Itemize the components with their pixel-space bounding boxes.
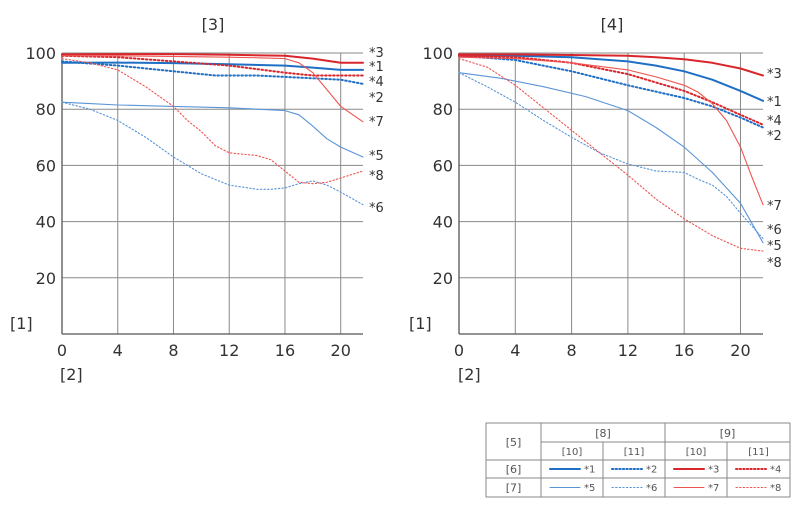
grid: [459, 52, 763, 334]
series-end-label: *3: [369, 46, 384, 61]
series-line-4: [61, 54, 364, 77]
x-tick-label: 4: [113, 341, 123, 360]
series-line-7: [61, 55, 364, 123]
series-line-1: [458, 54, 764, 102]
series-end-label: *5: [369, 149, 384, 164]
y-tick-label: 60: [433, 156, 453, 175]
series-end-label: *7: [767, 199, 782, 214]
y-tick-label: 100: [25, 44, 56, 63]
series-end-label: *1: [767, 95, 782, 110]
legend-entry-label: *6: [646, 483, 657, 494]
y-tick-label: 40: [433, 213, 453, 232]
chart-panel-1: 0 4 8 12 16 20 100 80 60 40 20 [3] [1] [2] *1 *2 *3 *4 *5 *…: [10, 15, 384, 384]
series-line-3: [61, 53, 364, 64]
legend-entry-label: *8: [770, 483, 781, 494]
series-line-5: [61, 101, 364, 158]
y-tick-label: 100: [422, 44, 453, 63]
legend-subhead-label: [11]: [748, 447, 769, 458]
chart-title: [3]: [202, 15, 225, 34]
legend-group-label: [9]: [720, 427, 736, 440]
x-tick-label: 4: [510, 341, 520, 360]
series-line-1: [61, 61, 364, 71]
chart-panel-2: 0 4 8 12 16 2010080604020[4][1][2]*1*2*3*4*5*…: [409, 15, 782, 384]
series-line-4: [458, 54, 764, 126]
x-tick-label: 8: [168, 341, 178, 360]
legend-corner-label: [5]: [506, 436, 522, 449]
series-end-label: *3: [767, 67, 782, 82]
y-tick-label: 80: [433, 100, 453, 119]
y-tick-label: 40: [36, 213, 56, 232]
x-tick-label: 16: [275, 341, 295, 360]
grid: [62, 52, 363, 334]
series-end-label: *7: [369, 115, 384, 130]
series-line-8: [458, 58, 764, 252]
legend-entry-label: *7: [708, 483, 719, 494]
legend-entry-label: *1: [584, 465, 595, 476]
legend-row-label: [7]: [506, 482, 522, 495]
series-end-label: *2: [369, 91, 384, 106]
x-tick-label: 0: [454, 341, 464, 360]
series-line-2: [61, 60, 364, 85]
x-tick-label: 8: [566, 341, 576, 360]
legend-entry-label: *5: [584, 483, 595, 494]
series-end-label: *5: [767, 239, 782, 254]
x-axis-label: [2]: [60, 365, 83, 384]
x-tick-label: 0: [57, 341, 67, 360]
series-line-2: [458, 54, 764, 129]
legend-row-label: [6]: [506, 463, 522, 476]
legend-entry-label: *4: [770, 465, 781, 476]
series-line-5: [458, 72, 764, 244]
series-line-7: [458, 56, 764, 206]
series-end-label: *4: [767, 114, 782, 129]
x-tick-label: 12: [618, 341, 638, 360]
y-axis-label: [1]: [409, 314, 432, 333]
x-tick-label: 20: [730, 341, 750, 360]
series-end-label: *6: [369, 201, 384, 216]
x-axis-label: [2]: [458, 365, 481, 384]
series-end-label: *8: [767, 256, 782, 271]
series-line-8: [61, 58, 364, 185]
y-tick-label: 80: [36, 100, 56, 119]
series-end-label: *1: [369, 60, 384, 75]
series-end-label: *2: [767, 129, 782, 144]
x-tick-label: 20: [331, 341, 351, 360]
y-axis-label: [1]: [10, 314, 33, 333]
y-tick-label: 60: [36, 156, 56, 175]
series-end-label: *6: [767, 223, 782, 238]
legend-entry-label: *3: [708, 465, 719, 476]
legend-table: [5] [8] [9] [10] [11] [10] [11] [6] *1 *2 *3 *4 [7] *…: [485, 422, 791, 498]
legend-group-label: [8]: [595, 427, 611, 440]
series-end-label: *4: [369, 75, 384, 90]
legend-subhead-label: [10]: [686, 447, 707, 458]
legend-entry-label: *2: [646, 465, 657, 476]
legend-subhead-label: [10]: [562, 447, 583, 458]
chart-title: [4]: [601, 15, 624, 34]
series-line-6: [61, 101, 364, 206]
series-end-label: *8: [369, 169, 384, 184]
x-tick-label: 12: [219, 341, 239, 360]
y-tick-label: 20: [433, 269, 453, 288]
series-line-6: [458, 72, 764, 240]
legend-subhead-label: [11]: [624, 447, 645, 458]
y-tick-label: 20: [36, 269, 56, 288]
series-line-3: [458, 53, 764, 77]
x-tick-label: 16: [674, 341, 694, 360]
